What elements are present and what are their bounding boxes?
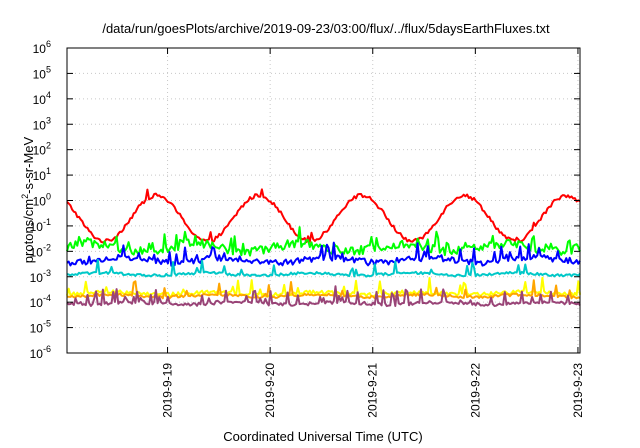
x-tick-label: 2019-9-20	[263, 363, 277, 418]
x-axis-label: Coordinated Universal Time (UTC)	[223, 429, 422, 444]
grid	[67, 48, 580, 353]
y-tick-label: 10-3	[30, 268, 51, 285]
y-tick-label: 10-2	[30, 242, 51, 259]
y-tick-label: 10-6	[30, 344, 51, 361]
y-tick-label: 101	[33, 166, 51, 183]
y-tick-label: 100	[33, 192, 51, 209]
y-tick-label: 10-1	[30, 217, 51, 234]
chart-title: /data/run/goesPlots/archive/2019-09-23/0…	[102, 21, 550, 36]
x-tick-label: 2019-9-22	[468, 363, 482, 418]
y-tick-label: 103	[33, 115, 51, 132]
x-tick-label: 2019-9-23	[571, 363, 585, 418]
y-tick-label: 10-5	[30, 319, 51, 336]
y-tick-label: 102	[33, 141, 51, 158]
series-line	[66, 188, 581, 244]
series-line	[66, 276, 581, 298]
y-tick-label: 10-4	[30, 293, 51, 310]
y-axis-label: protons/cm2-s-sr-MeV	[20, 136, 36, 263]
y-tick-label: 105	[33, 64, 51, 81]
y-tick-label: 104	[33, 90, 51, 107]
series-line	[66, 285, 581, 308]
x-tick-label: 2019-9-21	[366, 363, 380, 418]
x-axis-ticks: 2019-9-19 2019-9-20 2019-9-21 2019-9-22 2019…	[161, 48, 585, 418]
y-tick-label: 106	[33, 39, 51, 56]
series-group	[66, 188, 581, 308]
y-axis-ticks: 10-6 10-5 10-4 10-3 10-2 10-1 100 101 102 103 104 1…	[30, 39, 580, 361]
series-line	[66, 241, 581, 267]
series-line	[66, 258, 581, 278]
series-line	[66, 226, 581, 257]
x-tick-label: 2019-9-19	[161, 363, 175, 418]
series-line	[66, 279, 581, 300]
